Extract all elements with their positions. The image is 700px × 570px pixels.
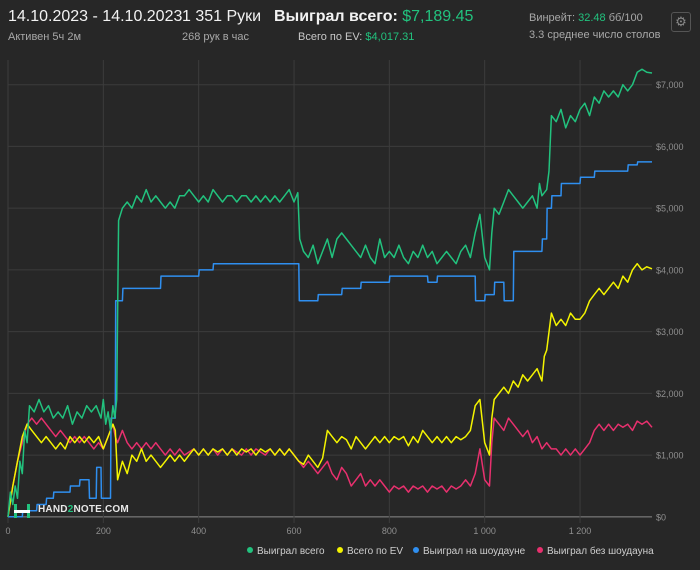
won-total-label: Выиграл всего: bbox=[274, 8, 398, 25]
y-tick-label: $3,000 bbox=[656, 327, 684, 337]
ev-total: Всего по EV: $4,017.31 bbox=[298, 31, 414, 43]
y-tick-label: $4,000 bbox=[656, 265, 684, 275]
series-line-ev bbox=[7, 262, 653, 517]
y-tick-label: $0 bbox=[656, 512, 666, 522]
legend-dot bbox=[413, 547, 419, 554]
date-range: 14.10.2023 - 14.10.2023 bbox=[8, 8, 183, 25]
legend-item-showdown[interactable]: Выиграл на шоудауне bbox=[413, 546, 525, 557]
avg-tables: 3.3 среднее число столов bbox=[529, 29, 661, 41]
winrate: Винрейт: 32.48 бб/100 bbox=[529, 12, 643, 24]
chart-legend: Выиграл всего Всего по EV Выиграл на шоу… bbox=[0, 546, 700, 562]
legend-label: Выиграл на шоудауне bbox=[423, 546, 526, 557]
ev-total-label: Всего по EV: bbox=[298, 31, 363, 43]
x-tick-label: 600 bbox=[286, 526, 301, 536]
x-tick-label: 800 bbox=[382, 526, 397, 536]
gear-icon[interactable]: ⚙ bbox=[671, 12, 691, 32]
hand2note-logo-text: HAND2NOTE.COM bbox=[38, 504, 129, 515]
hands-per-hour: 268 рук в час bbox=[182, 31, 250, 43]
y-tick-label: $7,000 bbox=[656, 80, 684, 90]
legend-label: Выиграл без шоудауна bbox=[547, 546, 654, 557]
y-tick-label: $1,000 bbox=[656, 451, 684, 461]
legend-item-won-total[interactable]: Выиграл всего bbox=[247, 546, 325, 557]
y-tick-label: $6,000 bbox=[656, 142, 684, 152]
legend-label: Выиграл всего bbox=[257, 546, 325, 557]
x-tick-label: 400 bbox=[191, 526, 206, 536]
active-time: Активен 5ч 2м bbox=[8, 31, 82, 43]
won-total-value: $7,189.45 bbox=[402, 8, 474, 25]
winrate-label: Винрейт: bbox=[529, 12, 576, 24]
x-tick-label: 1 000 bbox=[473, 526, 496, 536]
winrate-unit: бб/100 bbox=[608, 12, 643, 24]
y-tick-label: $2,000 bbox=[656, 389, 684, 399]
legend-dot bbox=[247, 547, 253, 554]
hands-count: 1 351 Руки bbox=[182, 8, 262, 25]
series-line-won-total bbox=[7, 68, 653, 517]
winnings-chart: $0 $1,000 $2,000 $3,000 $4,000 $5,000 $6,000 $7… bbox=[5, 60, 684, 536]
legend-label: Всего по EV bbox=[347, 546, 404, 557]
won-total: Выиграл всего: $7,189.45 bbox=[274, 8, 473, 26]
series-line-showdown bbox=[8, 161, 652, 518]
x-tick-label: 1 200 bbox=[569, 526, 592, 536]
legend-dot bbox=[537, 547, 543, 554]
legend-dot bbox=[337, 547, 343, 554]
x-tick-label: 200 bbox=[96, 526, 111, 536]
y-tick-label: $5,000 bbox=[656, 204, 684, 214]
winrate-value: 32.48 bbox=[578, 12, 606, 24]
legend-item-ev[interactable]: Всего по EV bbox=[337, 546, 403, 557]
x-tick-label: 0 bbox=[5, 526, 10, 536]
ev-total-value: $4,017.31 bbox=[365, 31, 415, 43]
legend-item-non-showdown[interactable]: Выиграл без шоудауна bbox=[537, 546, 654, 557]
hand2note-logo-mark bbox=[14, 504, 30, 518]
